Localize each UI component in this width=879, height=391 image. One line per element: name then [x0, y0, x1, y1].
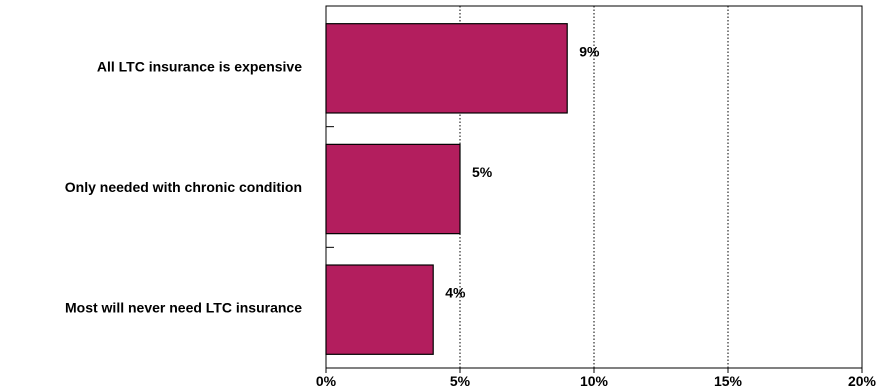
category-label-0: All LTC insurance is expensive: [97, 58, 302, 74]
x-axis: 0% 5% 10% 15% 20%: [316, 126, 877, 389]
category-label-2: Most will never need LTC insurance: [65, 300, 302, 316]
x-tick-label-2: 10%: [580, 373, 609, 389]
bar-2: [325, 264, 434, 355]
x-tick-label-1: 5%: [450, 373, 471, 389]
value-label-0: 9%: [579, 43, 600, 59]
x-tick-label-3: 15%: [714, 373, 743, 389]
category-labels: All LTC insurance is expensive Only neede…: [65, 58, 302, 315]
value-label-2: 4%: [445, 285, 466, 301]
category-label-1: Only needed with chronic condition: [65, 179, 302, 195]
value-labels: 9% 5% 4%: [445, 43, 600, 300]
x-tick-label-0: 0%: [316, 373, 337, 389]
x-tick-label-4: 20%: [848, 373, 877, 389]
bar-0: [325, 23, 568, 114]
bars: [325, 23, 568, 355]
value-label-1: 5%: [472, 164, 493, 180]
bar-1: [325, 143, 461, 235]
